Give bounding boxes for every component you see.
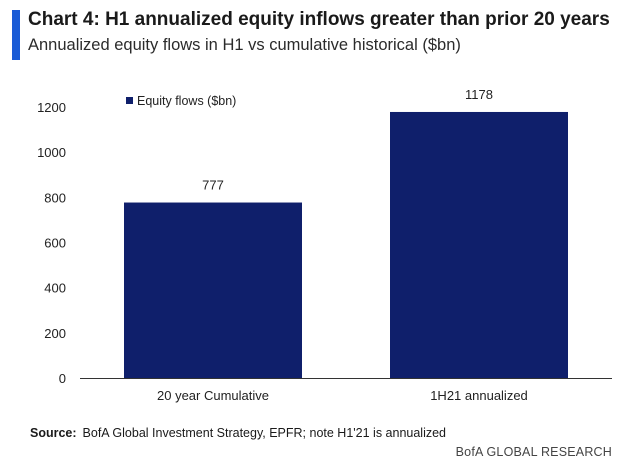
brand-label: BofA GLOBAL RESEARCH — [455, 445, 612, 459]
x-tick-label: 1H21 annualized — [430, 388, 528, 403]
data-label: 777 — [202, 178, 224, 193]
y-tick-label: 1000 — [37, 145, 66, 160]
chart-subtitle: Annualized equity flows in H1 vs cumulat… — [28, 36, 461, 54]
bar — [390, 111, 568, 379]
y-tick-label: 400 — [44, 281, 66, 296]
x-tick-label: 20 year Cumulative — [157, 388, 269, 403]
source-note: Source: BofA Global Investment Strategy, … — [30, 426, 446, 440]
chart-title: Chart 4: H1 annualized equity inflows gr… — [28, 9, 610, 30]
y-tick-label: 600 — [44, 236, 66, 251]
legend-swatch — [126, 97, 133, 104]
y-tick-label: 0 — [59, 371, 66, 386]
y-tick-label: 1200 — [37, 100, 66, 115]
source-label: Source: — [30, 426, 77, 440]
bar — [124, 202, 302, 378]
source-text: BofA Global Investment Strategy, EPFR; n… — [82, 426, 447, 440]
legend-label: Equity flows ($bn) — [137, 94, 236, 108]
y-tick-label: 200 — [44, 326, 66, 341]
data-label: 1178 — [465, 87, 493, 102]
bar-chart: 0 200 400 600 800 1000 1200 777 20 year Cumulati… — [37, 87, 612, 403]
y-tick-label: 800 — [44, 190, 66, 205]
title-accent-bar — [12, 10, 20, 60]
